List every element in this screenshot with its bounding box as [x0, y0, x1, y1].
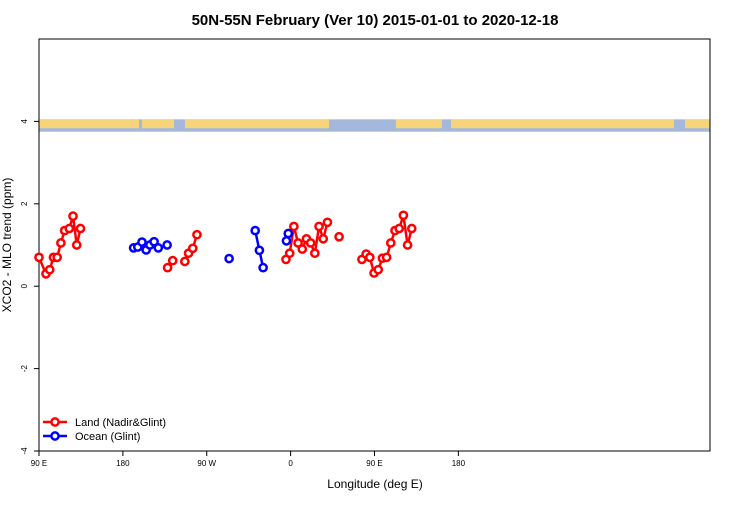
x-tick-label: 90 E: [366, 459, 382, 468]
land-band: [451, 119, 674, 129]
x-tick-label: 180: [116, 459, 130, 468]
data-point: [179, 256, 190, 267]
land-band: [185, 119, 329, 129]
data-point: [64, 223, 75, 234]
legend-label: Ocean (Glint): [75, 431, 140, 443]
y-tick-label: -4: [20, 447, 29, 455]
y-axis-label: XCO2 - MLO trend (ppm): [0, 178, 14, 313]
data-point: [71, 240, 82, 250]
data-point: [258, 262, 268, 273]
data-point: [167, 255, 178, 266]
x-tick-label: 0: [288, 459, 293, 468]
data-point: [162, 240, 172, 250]
x-tick-label: 90 W: [197, 459, 216, 468]
legend-marker: [50, 431, 60, 441]
x-tick-label: 90 E: [31, 459, 47, 468]
data-point: [149, 236, 159, 247]
data-point: [254, 245, 265, 256]
series-layer: [34, 210, 417, 279]
data-point: [75, 223, 86, 234]
data-point: [297, 244, 308, 254]
legend-marker: [50, 417, 60, 427]
data-point: [334, 231, 344, 242]
data-point: [381, 252, 392, 263]
land-ocean-strip: [39, 119, 710, 132]
land-band: [39, 119, 139, 129]
data-point: [406, 223, 417, 234]
data-point: [192, 229, 202, 240]
x-axis-label: Longitude (deg E): [327, 477, 422, 491]
y-axis: -4 -2 0 2 4: [20, 119, 39, 455]
land-band: [685, 119, 710, 129]
data-point: [34, 252, 44, 263]
data-point: [364, 252, 375, 263]
data-point: [322, 217, 333, 228]
data-point: [398, 210, 409, 221]
legend: Land (Nadir&Glint) Ocean (Glint): [43, 417, 166, 443]
data-point: [310, 248, 320, 259]
data-point: [385, 238, 396, 248]
data-point: [314, 221, 324, 232]
data-point: [402, 240, 413, 250]
data-point: [318, 233, 329, 244]
land-band: [142, 119, 174, 129]
x-axis: 90 E 180 90 W 0 90 E 180: [31, 451, 466, 468]
legend-label: Land (Nadir&Glint): [75, 417, 166, 429]
data-point: [394, 223, 405, 234]
y-tick-label: 0: [20, 283, 29, 288]
data-point: [224, 253, 234, 264]
data-point: [162, 262, 173, 273]
data-point: [44, 264, 55, 275]
y-tick-label: 2: [20, 201, 29, 206]
data-point: [56, 238, 66, 248]
data-point: [52, 252, 63, 263]
data-point: [289, 221, 299, 232]
data-point: [284, 248, 295, 259]
land-band: [396, 119, 442, 129]
x-tick-label: 180: [452, 459, 466, 468]
data-point: [283, 228, 294, 239]
chart-title: 50N-55N February (Ver 10) 2015-01-01 to …: [192, 12, 559, 29]
data-point: [293, 238, 303, 248]
data-point: [187, 243, 198, 254]
data-point: [153, 243, 164, 253]
data-point: [137, 237, 147, 247]
data-point: [250, 225, 261, 236]
data-point: [373, 264, 384, 275]
data-point: [68, 211, 78, 222]
y-tick-label: -2: [20, 364, 29, 372]
data-point: [305, 238, 316, 248]
y-tick-label: 4: [20, 119, 29, 124]
data-point: [281, 236, 292, 246]
